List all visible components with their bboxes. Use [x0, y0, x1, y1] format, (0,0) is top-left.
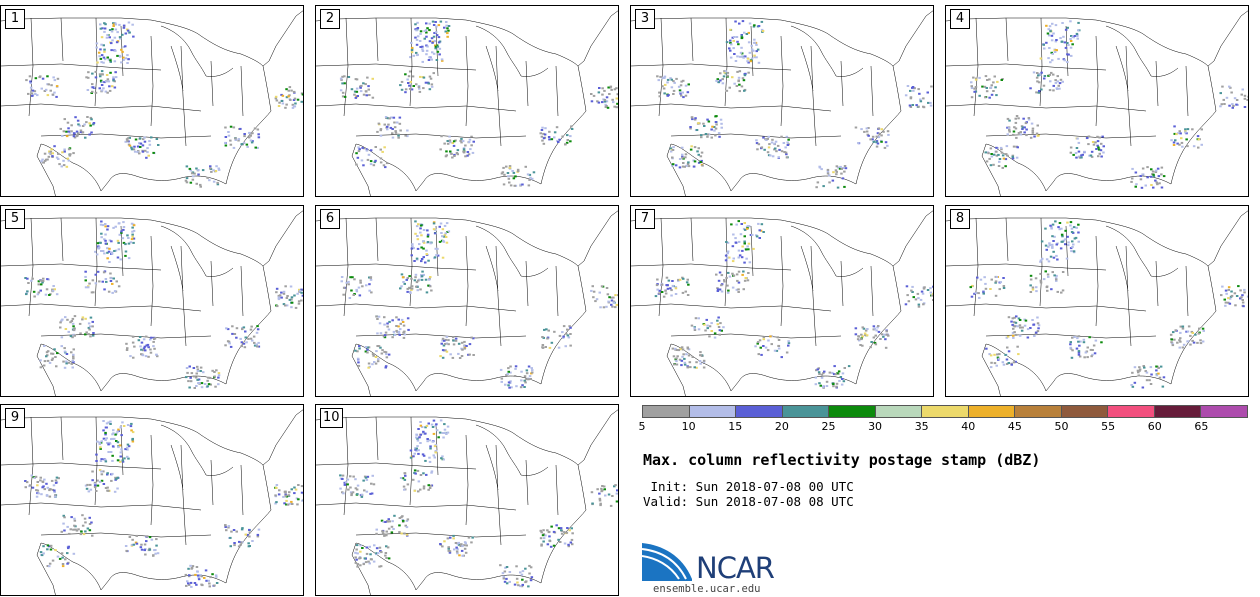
map	[631, 10, 933, 196]
colorbar-segment	[689, 406, 737, 417]
colorbar-tick-label: 55	[1101, 420, 1116, 433]
logo-url: ensemble.ucar.edu	[653, 583, 761, 595]
map	[1, 409, 303, 595]
member-number-label: 1	[5, 9, 25, 29]
member-number-label: 4	[950, 9, 970, 29]
colorbar-segment	[1201, 406, 1247, 417]
member-number-label: 7	[635, 209, 655, 229]
ensemble-member-panel: 7	[630, 205, 934, 397]
ncar-logo-icon	[642, 543, 692, 581]
member-number-label: 2	[320, 9, 340, 29]
ensemble-member-panel: 4	[945, 5, 1249, 197]
map	[316, 210, 618, 396]
colorbar-ticks: 5 10 15 20 25 30 35 40 45 50 55 60 65	[638, 418, 1248, 434]
ensemble-member-panel: 8	[945, 205, 1249, 397]
member-number-label: 5	[5, 209, 25, 229]
colorbar-segment	[922, 406, 969, 417]
colorbar: 5 10 15 20 25 30 35 40 45 50 55 60 65	[638, 405, 1248, 439]
ensemble-member-panel: 5	[0, 205, 304, 397]
map	[946, 210, 1248, 396]
colorbar-tick-label: 60	[1147, 420, 1162, 433]
map	[316, 409, 618, 595]
colorbar-tick-label: 65	[1194, 420, 1209, 433]
member-number-label: 8	[950, 209, 970, 229]
colorbar-segment	[643, 406, 690, 417]
colorbar-segment	[1154, 406, 1202, 417]
member-number-label: 6	[320, 209, 340, 229]
colorbar-segment	[1015, 406, 1062, 417]
map	[1, 10, 303, 196]
colorbar-tick-label: 25	[821, 420, 836, 433]
colorbar-segment	[1108, 406, 1155, 417]
colorbar-segment	[968, 406, 1016, 417]
map	[1, 210, 303, 396]
colorbar-tick-label: 45	[1007, 420, 1022, 433]
colorbar-tick-label: 40	[961, 420, 976, 433]
member-number-label: 10	[320, 408, 343, 428]
init-time: Init: Sun 2018-07-08 00 UTC	[643, 479, 854, 494]
ensemble-member-panel: 3	[630, 5, 934, 197]
ensemble-member-panel: 1	[0, 5, 304, 197]
colorbar-tick-label: 35	[914, 420, 929, 433]
colorbar-tick-label: 50	[1054, 420, 1069, 433]
ensemble-member-panel: 6	[315, 205, 619, 397]
map	[631, 210, 933, 396]
member-number-label: 3	[635, 9, 655, 29]
colorbar-tick-label: 30	[868, 420, 883, 433]
colorbar-tick-label: 5	[638, 420, 646, 433]
member-number-label: 9	[5, 408, 25, 428]
colorbar-segment	[782, 406, 830, 417]
valid-time: Valid: Sun 2018-07-08 08 UTC	[643, 494, 854, 509]
colorbar-segment	[829, 406, 876, 417]
colorbar-tick-label: 15	[728, 420, 743, 433]
colorbar-tick-label: 20	[774, 420, 789, 433]
ensemble-member-panel: 9	[0, 404, 304, 596]
ensemble-member-panel: 2	[315, 5, 619, 197]
colorbar-segment	[736, 406, 783, 417]
colorbar-segment	[875, 406, 923, 417]
ensemble-member-panel: 10	[315, 404, 619, 596]
chart-title: Max. column reflectivity postage stamp (…	[643, 451, 1041, 469]
logo-wordmark: NCAR	[696, 551, 775, 585]
colorbar-segment	[1061, 406, 1109, 417]
colorbar-bar	[642, 405, 1248, 418]
map	[946, 10, 1248, 196]
colorbar-tick-label: 10	[681, 420, 696, 433]
map	[316, 10, 618, 196]
